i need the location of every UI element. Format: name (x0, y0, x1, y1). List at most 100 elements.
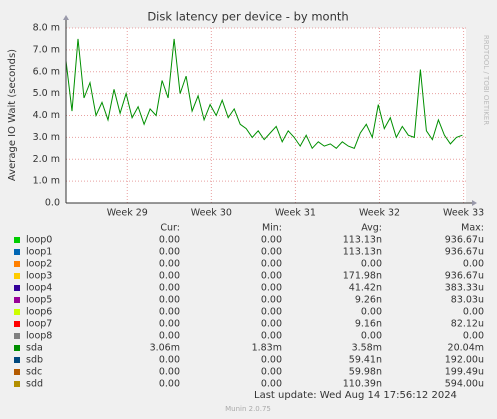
legend-stat: 0.00 (261, 355, 282, 366)
y-tick-label: 2.0 m (33, 154, 60, 165)
legend-stat: 41.42n (349, 283, 382, 294)
legend-stat: 1.83m (252, 343, 282, 354)
legend-name: sdb (26, 355, 43, 366)
y-axis-label: Average IO Wait (seconds) (7, 49, 18, 181)
legend-stat: 0.00 (159, 355, 180, 366)
legend-stat: 0.00 (361, 331, 382, 342)
column-header: Avg: (361, 223, 382, 234)
legend-name: sdd (26, 379, 43, 390)
y-arrow (63, 15, 69, 20)
legend-swatch (14, 345, 20, 351)
legend-swatch (14, 273, 20, 279)
y-tick-label: 7.0 m (33, 44, 60, 55)
x-tick-label: Week 29 (107, 208, 148, 219)
legend-name: loop1 (26, 247, 52, 258)
legend-stat: 0.00 (159, 331, 180, 342)
legend-stat: 936.67u (445, 235, 484, 246)
legend-swatch (14, 321, 20, 327)
legend-stat: 0.00 (463, 259, 484, 270)
chart-title: Disk latency per device - by month (147, 10, 348, 24)
legend-name: loop4 (26, 283, 52, 294)
legend-stat: 0.00 (261, 247, 282, 258)
y-tick-label: 6.0 m (33, 66, 60, 77)
legend-stat: 83.03u (451, 295, 484, 306)
legend-swatch (14, 261, 20, 267)
legend-stat: 936.67u (445, 271, 484, 282)
series-line (65, 38, 463, 150)
legend-stat: 59.98n (349, 367, 382, 378)
legend-stat: 0.00 (261, 259, 282, 270)
legend-stat: 0.00 (159, 235, 180, 246)
legend-name: loop2 (26, 259, 52, 270)
legend-stat: 0.00 (261, 283, 282, 294)
legend-stat: 113.13n (343, 247, 382, 258)
legend-stat: 0.00 (261, 319, 282, 330)
legend-stat: 0.00 (261, 235, 282, 246)
legend-stat: 0.00 (159, 367, 180, 378)
legend-stat: 171.98n (343, 271, 382, 282)
x-tick-label: Week 33 (443, 208, 484, 219)
legend-stat: 0.00 (361, 259, 382, 270)
legend-stat: 0.00 (159, 319, 180, 330)
legend-stat: 0.00 (159, 271, 180, 282)
y-tick-label: 1.0 m (33, 176, 60, 187)
y-tick-label: 4.0 m (33, 110, 60, 121)
legend-name: loop3 (26, 271, 52, 282)
legend-stat: 0.00 (463, 307, 484, 318)
legend-stat: 594.00u (445, 379, 484, 390)
legend-stat: 9.16n (355, 319, 382, 330)
y-tick-label: 8.0 m (33, 23, 60, 34)
x-tick-label: Week 32 (359, 208, 400, 219)
legend-name: loop6 (26, 307, 52, 318)
legend-swatch (14, 381, 20, 387)
column-header: Max: (461, 223, 484, 234)
legend-stat: 0.00 (159, 295, 180, 306)
legend-stat: 0.00 (361, 307, 382, 318)
legend-name: loop5 (26, 295, 52, 306)
legend-stat: 113.13n (343, 235, 382, 246)
legend-stat: 0.00 (463, 331, 484, 342)
legend-stat: 383.33u (445, 283, 484, 294)
legend-stat: 0.00 (159, 283, 180, 294)
legend-stat: 0.00 (261, 307, 282, 318)
legend-stat: 936.67u (445, 247, 484, 258)
x-tick-label: Week 30 (191, 208, 232, 219)
legend-stat: 0.00 (261, 367, 282, 378)
legend-stat: 0.00 (159, 247, 180, 258)
legend-stat: 0.00 (261, 271, 282, 282)
y-tick-label: 5.0 m (33, 88, 60, 99)
legend-stat: 3.06m (150, 343, 180, 354)
legend-stat: 0.00 (261, 295, 282, 306)
legend-stat: 110.39n (343, 379, 382, 390)
column-header: Min: (262, 223, 282, 234)
column-header: Cur: (160, 223, 180, 234)
legend-swatch (14, 249, 20, 255)
legend-stat: 9.26n (355, 295, 382, 306)
last-update: Last update: Wed Aug 14 17:56:12 2024 (254, 390, 457, 401)
y-tick-label: 3.0 m (33, 132, 60, 143)
legend-stat: 0.00 (261, 379, 282, 390)
legend-stat: 82.12u (451, 319, 484, 330)
legend-swatch (14, 285, 20, 291)
footer: Munin 2.0.75 (225, 405, 271, 413)
side-text: RRDTOOL / TOBI OETIKER (482, 35, 490, 125)
legend-name: sdc (26, 367, 42, 378)
legend-stat: 199.49u (445, 367, 484, 378)
x-arrow (472, 200, 477, 206)
legend-stat: 0.00 (261, 331, 282, 342)
y-tick-label: 0.0 (45, 198, 60, 209)
legend-stat: 192.00u (445, 355, 484, 366)
legend-name: loop8 (26, 331, 52, 342)
legend-swatch (14, 309, 20, 315)
legend-name: sda (26, 343, 43, 354)
legend-stat: 0.00 (159, 379, 180, 390)
x-tick-label: Week 31 (275, 208, 316, 219)
legend-stat: 0.00 (159, 307, 180, 318)
legend-stat: 59.41n (349, 355, 382, 366)
legend-stat: 20.04m (448, 343, 484, 354)
legend-swatch (14, 237, 20, 243)
legend-swatch (14, 357, 20, 363)
legend-stat: 0.00 (159, 259, 180, 270)
